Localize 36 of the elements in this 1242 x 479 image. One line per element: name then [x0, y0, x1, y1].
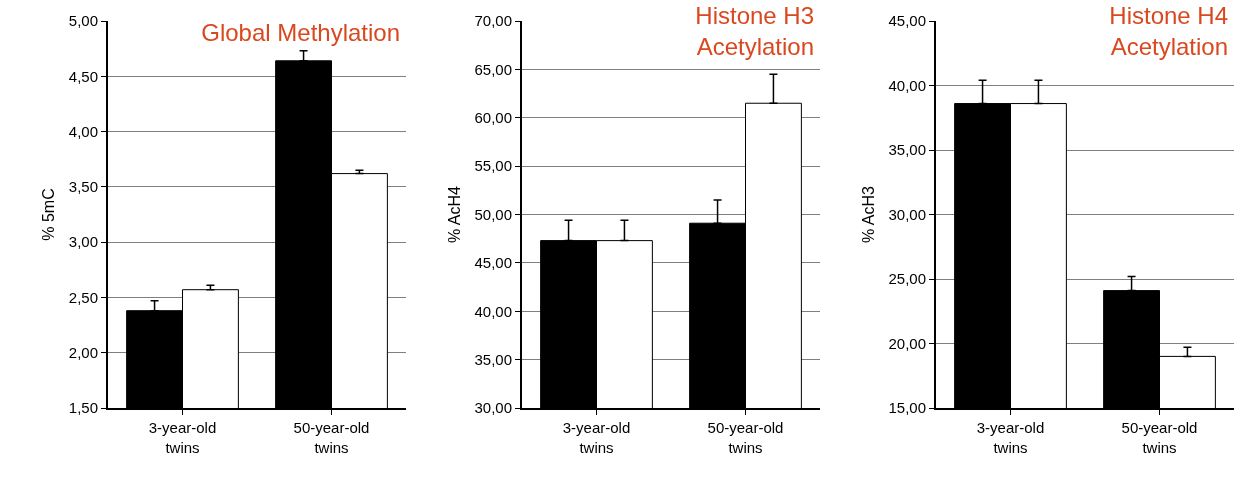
- x-tick-label: 50-year-old twins: [293, 419, 370, 456]
- y-tick-label: 50,00: [474, 205, 512, 223]
- y-tick-label: 45,00: [474, 254, 512, 272]
- x-tick-label: 50-year-old twins: [1121, 419, 1198, 456]
- y-axis-title: % 5mC: [40, 188, 58, 241]
- y-axis-title: % AcH3: [859, 185, 877, 243]
- y-tick-label: 55,00: [474, 157, 512, 175]
- x-tick-label: 50-year-old twins: [707, 419, 784, 456]
- y-tick-label: 60,00: [474, 109, 512, 126]
- y-tick-label: 30,00: [474, 399, 512, 417]
- x-tick-label: 3-year-old twins: [148, 419, 217, 456]
- y-axis-title: % AcH4: [445, 185, 463, 243]
- y-tick-label: 35,00: [474, 350, 512, 368]
- y-tick-label: 35,00: [888, 141, 926, 159]
- x-tick-label: 3-year-old twins: [562, 419, 631, 456]
- chart-title: Histone H3 Acetylation: [695, 2, 815, 61]
- chart-title: Histone H4 Acetylation: [1109, 2, 1229, 61]
- y-tick-label: 30,00: [888, 205, 926, 223]
- y-tick-label: 3,00: [68, 233, 98, 251]
- y-tick-label: 40,00: [888, 76, 926, 94]
- y-tick-label: 4,00: [68, 122, 98, 140]
- x-tick-label: 3-year-old twins: [976, 419, 1045, 456]
- y-tick-label: 2,50: [68, 288, 98, 306]
- y-tick-label: 3,50: [68, 178, 98, 196]
- y-tick-label: 25,00: [888, 270, 926, 288]
- y-tick-label: 5,00: [68, 12, 98, 30]
- y-tick-label: 65,00: [474, 60, 512, 78]
- y-tick-label: 40,00: [474, 302, 512, 320]
- y-tick-label: 70,00: [474, 12, 512, 30]
- y-tick-label: 45,00: [888, 12, 926, 30]
- y-tick-label: 15,00: [888, 399, 926, 417]
- y-tick-label: 2,00: [68, 343, 98, 361]
- y-tick-label: 20,00: [888, 334, 926, 352]
- y-tick-label: 4,50: [68, 67, 98, 85]
- chart-title: Global Methylation: [201, 18, 401, 46]
- y-tick-label: 1,50: [68, 399, 98, 417]
